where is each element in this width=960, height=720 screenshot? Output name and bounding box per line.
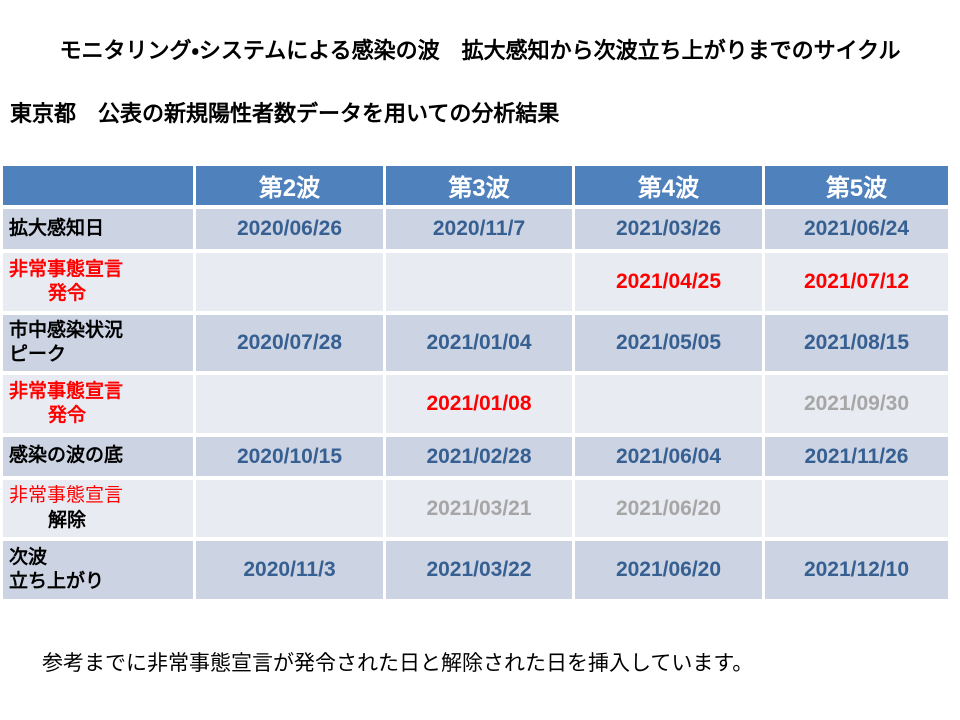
row-label: 非常事態宣言 解除 bbox=[3, 480, 193, 537]
date-cell: 2021/01/04 bbox=[386, 315, 572, 371]
date-cell bbox=[196, 253, 383, 311]
table-row-emergency-declared-2: 非常事態宣言 発令 2021/01/08 2021/09/30 bbox=[3, 375, 948, 433]
date-cell bbox=[196, 375, 383, 433]
row-label: 拡大感知日 bbox=[3, 209, 193, 249]
date-cell: 2021/08/15 bbox=[765, 315, 948, 371]
date-cell: 2021/09/30 bbox=[765, 375, 948, 433]
date-cell: 2021/03/21 bbox=[386, 480, 572, 537]
date-cell: 2021/11/26 bbox=[765, 437, 948, 476]
date-cell bbox=[386, 253, 572, 311]
date-cell: 2021/03/26 bbox=[575, 209, 762, 249]
date-cell bbox=[765, 480, 948, 537]
row-label: 非常事態宣言 発令 bbox=[3, 253, 193, 311]
footnote: 参考までに非常事態宣言が発令された日と解除された日を挿入しています。 bbox=[42, 652, 754, 675]
waves-table-container: 第2波 第3波 第4波 第5波 拡大感知日 2020/06/26 2020/11… bbox=[0, 162, 954, 603]
date-cell: 2020/11/3 bbox=[196, 541, 383, 599]
date-cell: 2021/03/22 bbox=[386, 541, 572, 599]
date-cell: 2021/06/04 bbox=[575, 437, 762, 476]
page-title: モニタリング・システムによる感染の波 拡大感知から次波立ち上がりまでのサイクル bbox=[59, 38, 901, 63]
column-header-wave4: 第4波 bbox=[575, 166, 762, 205]
date-cell: 2021/02/28 bbox=[386, 437, 572, 476]
date-cell: 2021/06/20 bbox=[575, 480, 762, 537]
date-cell: 2021/01/08 bbox=[386, 375, 572, 433]
row-label: 次波 立ち上がり bbox=[3, 541, 193, 599]
waves-table: 第2波 第3波 第4波 第5波 拡大感知日 2020/06/26 2020/11… bbox=[0, 162, 951, 603]
corner-header-cell bbox=[3, 166, 193, 205]
table-row-emergency-declared-1: 非常事態宣言 発令 2021/04/25 2021/07/12 bbox=[3, 253, 948, 311]
date-cell: 2021/04/25 bbox=[575, 253, 762, 311]
date-cell: 2020/10/15 bbox=[196, 437, 383, 476]
date-cell: 2020/06/26 bbox=[196, 209, 383, 249]
page-subtitle: 東京都 公表の新規陽性者数データを用いての分析結果 bbox=[10, 101, 560, 126]
column-header-wave5: 第5波 bbox=[765, 166, 948, 205]
date-cell: 2021/05/05 bbox=[575, 315, 762, 371]
date-cell bbox=[196, 480, 383, 537]
column-header-wave3: 第3波 bbox=[386, 166, 572, 205]
header-row: 第2波 第3波 第4波 第5波 bbox=[3, 166, 948, 205]
table-row-community-peak: 市中感染状況 ピーク 2020/07/28 2021/01/04 2021/05… bbox=[3, 315, 948, 371]
date-cell: 2021/12/10 bbox=[765, 541, 948, 599]
date-cell: 2020/11/7 bbox=[386, 209, 572, 249]
row-label: 非常事態宣言 発令 bbox=[3, 375, 193, 433]
column-header-wave2: 第2波 bbox=[196, 166, 383, 205]
table-row-emergency-lifted: 非常事態宣言 解除 2021/03/21 2021/06/20 bbox=[3, 480, 948, 537]
date-cell bbox=[575, 375, 762, 433]
date-cell: 2021/06/24 bbox=[765, 209, 948, 249]
date-cell: 2021/06/20 bbox=[575, 541, 762, 599]
date-cell: 2020/07/28 bbox=[196, 315, 383, 371]
table-row-expansion-detected: 拡大感知日 2020/06/26 2020/11/7 2021/03/26 20… bbox=[3, 209, 948, 249]
table-row-next-wave-rise: 次波 立ち上がり 2020/11/3 2021/03/22 2021/06/20… bbox=[3, 541, 948, 599]
date-cell: 2021/07/12 bbox=[765, 253, 948, 311]
row-label: 市中感染状況 ピーク bbox=[3, 315, 193, 371]
table-row-wave-bottom: 感染の波の底 2020/10/15 2021/02/28 2021/06/04 … bbox=[3, 437, 948, 476]
row-label: 感染の波の底 bbox=[3, 437, 193, 476]
